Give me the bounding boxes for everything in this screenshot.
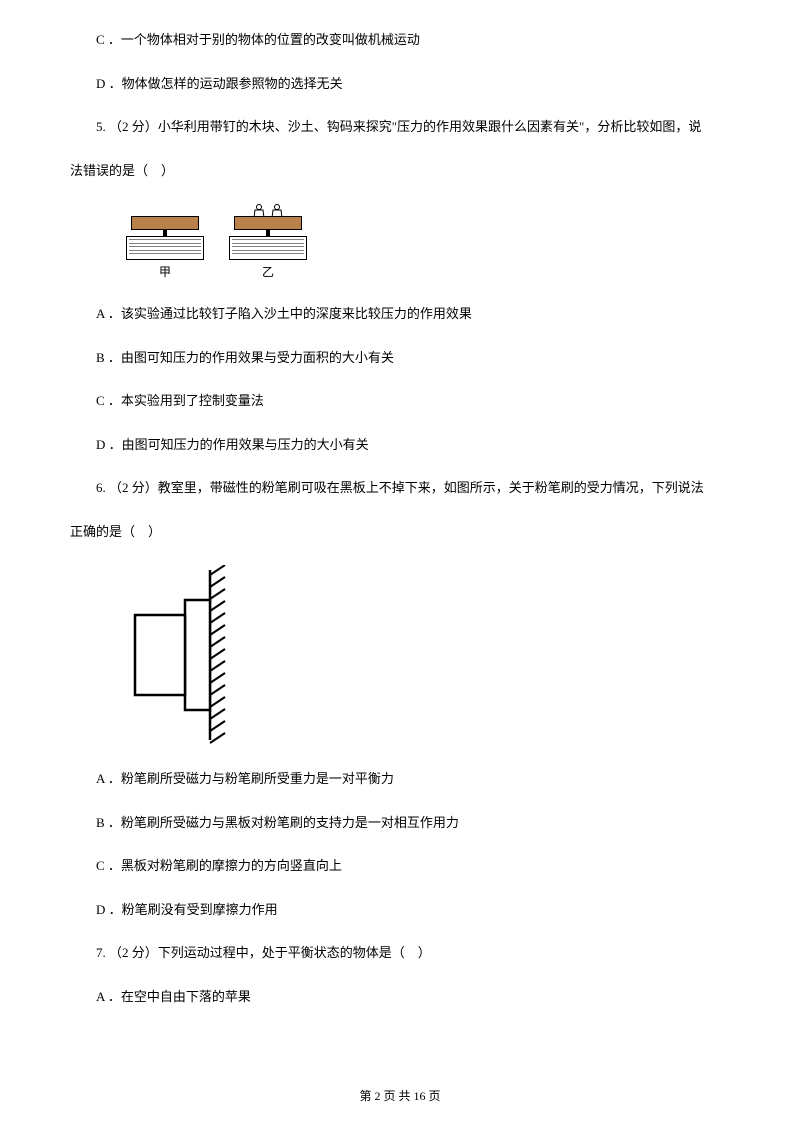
label-jia: 甲	[159, 263, 171, 280]
q7-option-a: A ．在空中自由下落的苹果	[70, 987, 730, 1007]
q5-figure: 甲 乙	[126, 204, 730, 280]
setup-jia: 甲	[126, 204, 204, 280]
q5-stem-line2: 法错误的是（ ）	[70, 161, 730, 181]
setup-yi: 乙	[229, 204, 307, 280]
q6-option-b: B ．粉笔刷所受磁力与黑板对粉笔刷的支持力是一对相互作用力	[70, 813, 730, 833]
q5-option-c: C ．本实验用到了控制变量法	[70, 391, 730, 411]
q6-option-a: A ．粉笔刷所受磁力与粉笔刷所受重力是一对平衡力	[70, 769, 730, 789]
sand-yi	[229, 236, 307, 260]
wood-block-jia	[131, 216, 199, 230]
wood-block-yi	[234, 216, 302, 230]
q6-figure	[110, 565, 250, 745]
q6-stem-line1: 6. （2 分）教室里，带磁性的粉笔刷可吸在黑板上不掉下来，如图所示，关于粉笔刷…	[70, 478, 730, 498]
q5-option-d: D ．由图可知压力的作用效果与压力的大小有关	[70, 435, 730, 455]
q5-option-a: A ．该实验通过比较钉子陷入沙土中的深度来比较压力的作用效果	[70, 304, 730, 324]
q5-stem-line1: 5. （2 分）小华利用带钉的木块、沙土、钩码来探究"压力的作用效果跟什么因素有…	[70, 117, 730, 137]
q6-stem-line2: 正确的是（ ）	[70, 522, 730, 542]
q6-option-d: D ．粉笔刷没有受到摩擦力作用	[70, 900, 730, 920]
q7-stem: 7. （2 分）下列运动过程中，处于平衡状态的物体是（ ）	[70, 943, 730, 963]
q4-option-c: C ．一个物体相对于别的物体的位置的改变叫做机械运动	[70, 30, 730, 50]
q6-option-c: C ．黑板对粉笔刷的摩擦力的方向竖直向上	[70, 856, 730, 876]
sand-jia	[126, 236, 204, 260]
label-yi: 乙	[262, 263, 274, 280]
page-footer: 第 2 页 共 16 页	[0, 1087, 800, 1104]
q4-option-d: D ．物体做怎样的运动跟参照物的选择无关	[70, 74, 730, 94]
q5-option-b: B ．由图可知压力的作用效果与受力面积的大小有关	[70, 348, 730, 368]
